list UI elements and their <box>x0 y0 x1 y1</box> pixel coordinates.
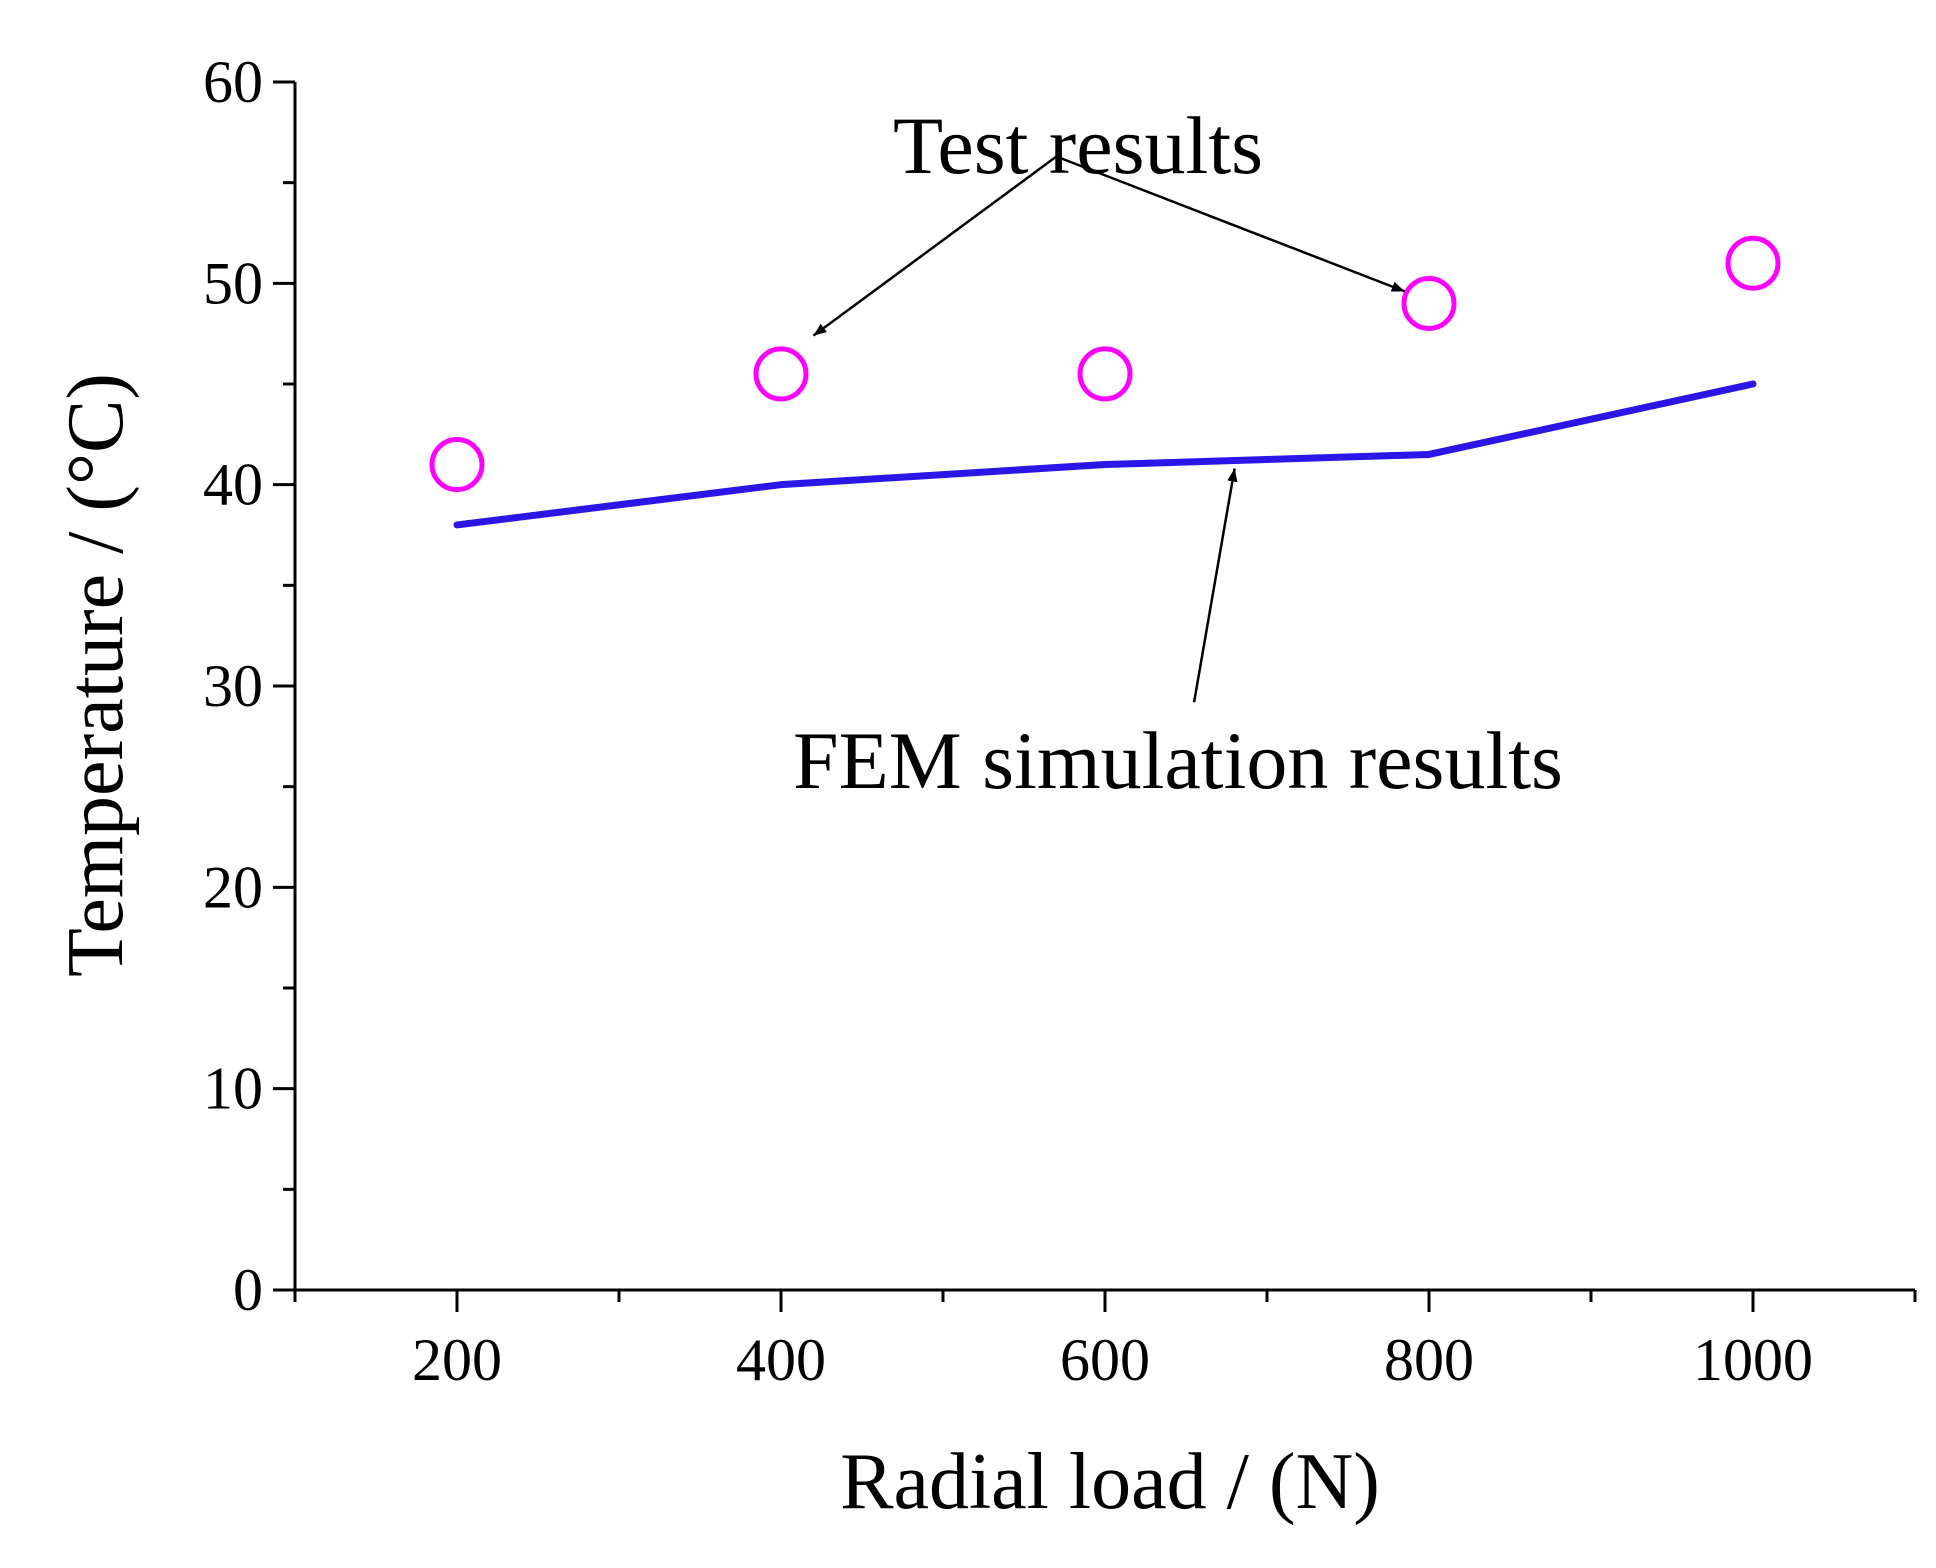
y-tick-label: 40 <box>203 452 263 518</box>
y-tick-label: 0 <box>233 1257 263 1323</box>
y-tick-label: 30 <box>203 653 263 719</box>
x-tick-label: 800 <box>1384 1327 1474 1393</box>
x-tick-label: 200 <box>412 1327 502 1393</box>
y-tick-label: 10 <box>203 1056 263 1122</box>
series <box>429 235 1781 529</box>
ticks <box>273 80 1917 1312</box>
annotation-test-results: Test results <box>893 100 1263 191</box>
annotation-fem-results: FEM simulation results <box>793 715 1563 806</box>
y-axis-label: Temperature / (°C) <box>52 373 140 977</box>
test-result-point <box>429 437 485 493</box>
y-tick-label: 50 <box>203 250 263 316</box>
x-tick-label: 600 <box>1060 1327 1150 1393</box>
x-axis-label: Radial load / (N) <box>840 1438 1380 1526</box>
annotations: Test results FEM simulation results <box>793 100 1563 806</box>
annotation-arrow <box>1192 468 1238 703</box>
test-result-point <box>753 346 809 402</box>
test-result-point <box>1401 275 1457 331</box>
axes <box>293 82 1915 1292</box>
y-tick-label: 60 <box>203 49 263 115</box>
annotation-arrow <box>812 155 1058 337</box>
test-result-point <box>1725 235 1781 291</box>
annotation-arrow <box>1055 155 1406 293</box>
test-result-point <box>1077 346 1133 402</box>
y-tick-label: 20 <box>203 854 263 920</box>
x-tick-label: 1000 <box>1693 1327 1813 1393</box>
x-tick-label: 400 <box>736 1327 826 1393</box>
fem-simulation-line <box>453 380 1757 529</box>
tick-labels: 0 10 20 30 40 50 60 200 400 600 800 1000 <box>203 49 1813 1393</box>
